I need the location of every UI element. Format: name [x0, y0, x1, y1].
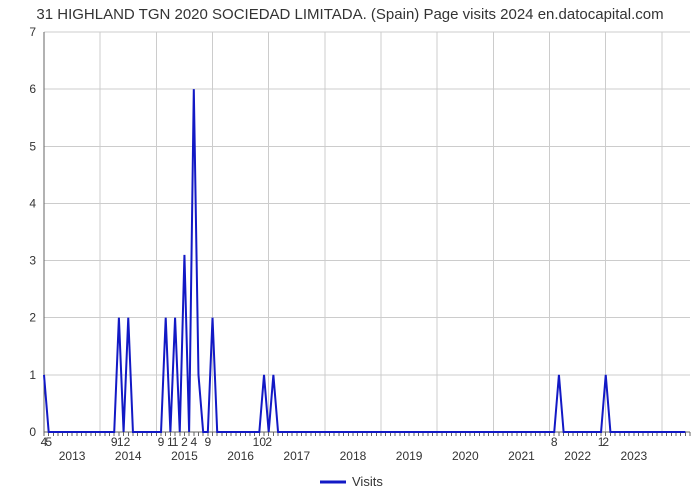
point-label: 12 [117, 435, 131, 449]
svg-text:2017: 2017 [283, 449, 310, 463]
svg-text:2019: 2019 [396, 449, 423, 463]
point-label: 10 [253, 435, 267, 449]
svg-text:1: 1 [29, 368, 36, 382]
svg-text:2013: 2013 [59, 449, 86, 463]
svg-text:2023: 2023 [620, 449, 647, 463]
point-label: 9 [158, 435, 165, 449]
svg-text:6: 6 [29, 82, 36, 96]
svg-text:3: 3 [29, 254, 36, 268]
svg-text:2018: 2018 [340, 449, 367, 463]
point-label: 4 [190, 435, 197, 449]
point-label: 9 [204, 435, 211, 449]
svg-text:2014: 2014 [115, 449, 142, 463]
svg-text:7: 7 [29, 25, 36, 39]
line-chart: 0123456720132014201520162017201820192020… [0, 0, 700, 500]
svg-text:2: 2 [29, 311, 36, 325]
point-label: 2 [265, 435, 272, 449]
legend-label: Visits [352, 474, 383, 489]
svg-text:2015: 2015 [171, 449, 198, 463]
svg-text:2021: 2021 [508, 449, 535, 463]
point-label: 2 [181, 435, 188, 449]
point-label: 5 [45, 435, 52, 449]
svg-text:2022: 2022 [564, 449, 591, 463]
svg-text:2016: 2016 [227, 449, 254, 463]
svg-text:5: 5 [29, 139, 36, 153]
svg-text:2020: 2020 [452, 449, 479, 463]
point-label: 2 [602, 435, 609, 449]
svg-text:0: 0 [29, 425, 36, 439]
svg-text:4: 4 [29, 196, 36, 210]
point-label: 8 [551, 435, 558, 449]
point-label: 1 [172, 435, 179, 449]
